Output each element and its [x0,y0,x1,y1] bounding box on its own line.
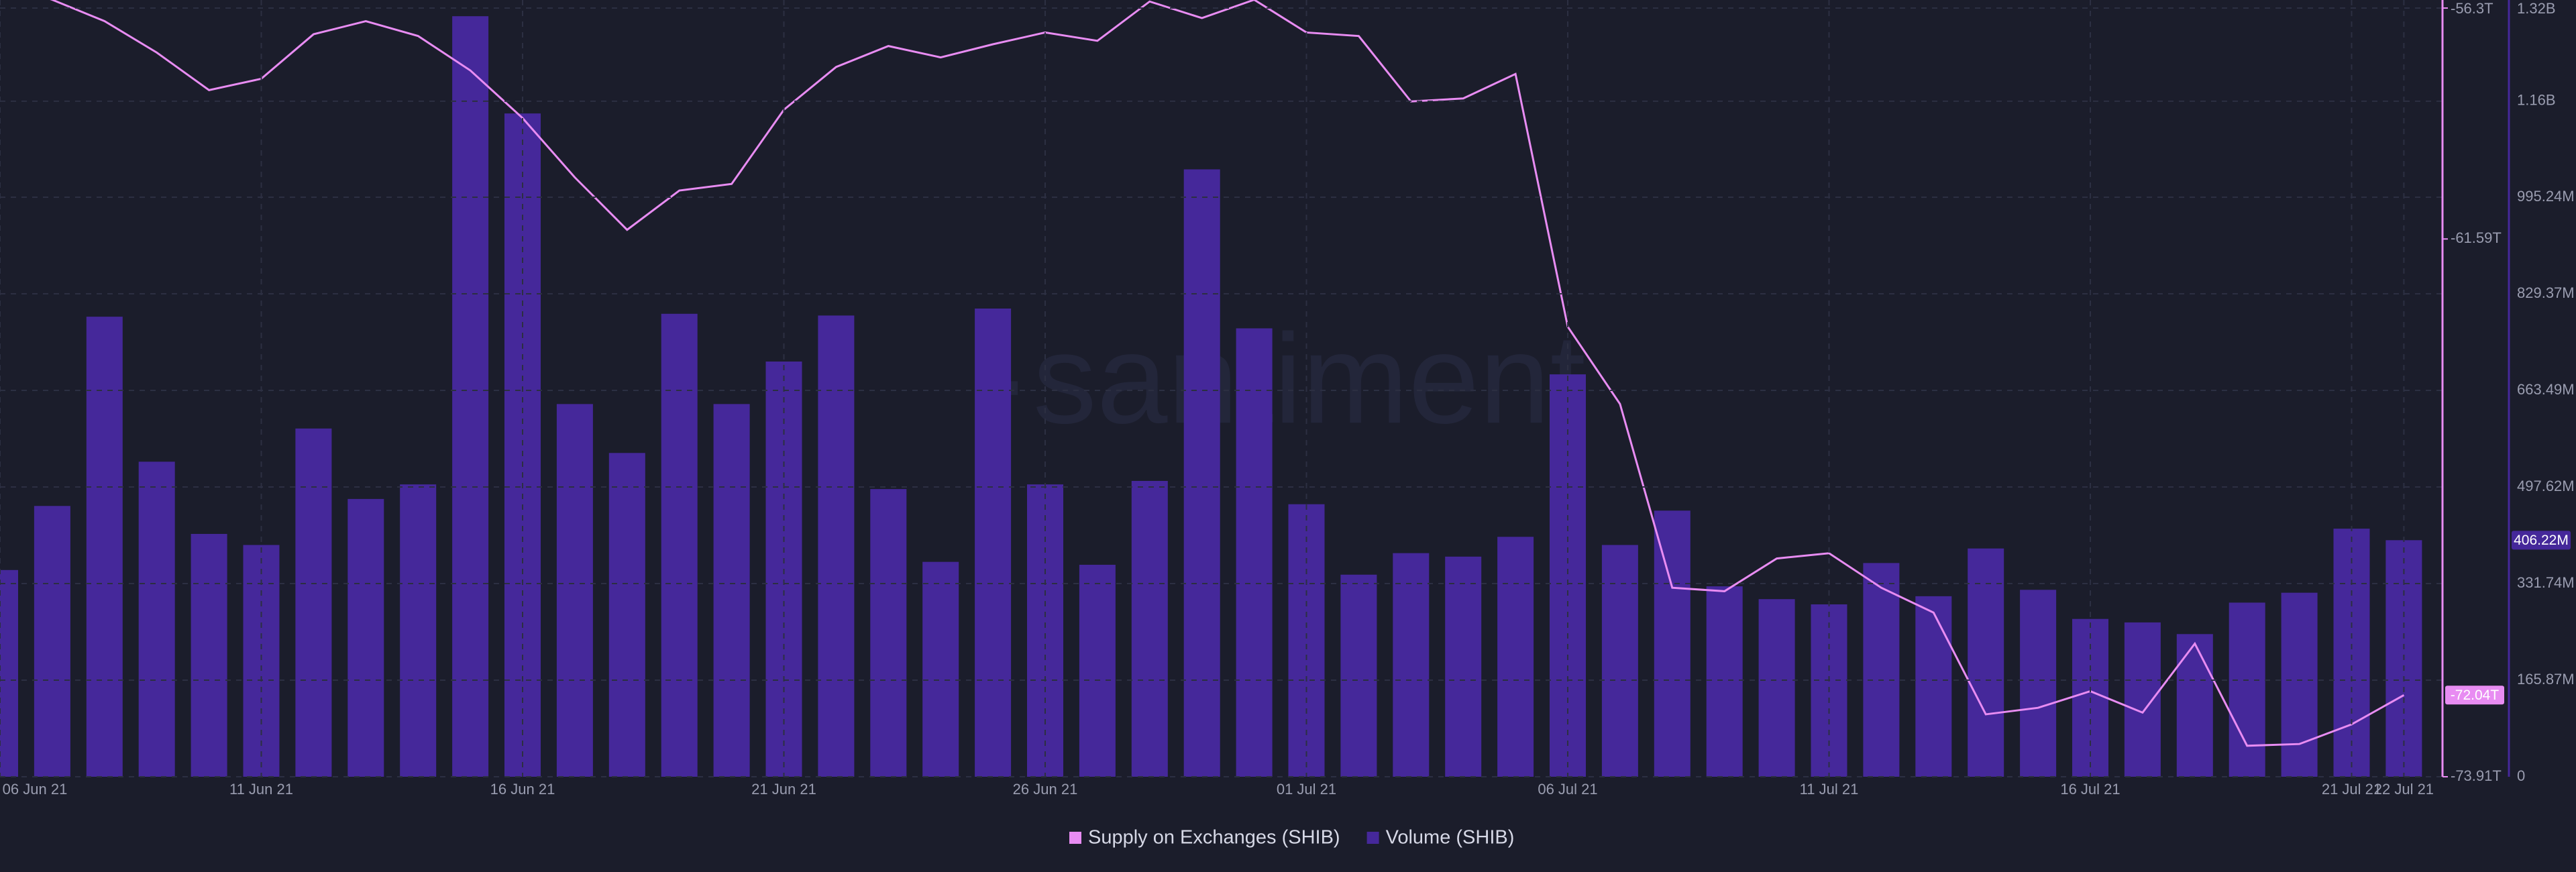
bar [713,404,750,777]
x-tick-label: 11 Jun 21 [229,781,293,798]
bar [1497,537,1534,777]
bar [2333,529,2370,777]
legend-swatch [1366,832,1379,844]
bar [818,315,855,777]
x-tick-label: 21 Jun 21 [751,781,816,798]
x-tick-label: 06 Jun 21 [3,781,68,798]
bar [400,484,437,777]
value-label: -72.04T [2451,688,2500,703]
bar [1236,328,1273,777]
value-label: 406.22M [2514,533,2569,548]
bar [2020,590,2057,777]
y2-tick-label: 497.62M [2517,478,2575,494]
bar [347,498,384,777]
y-tick-label: -73.91T [2451,767,2502,784]
bar [661,313,698,777]
watermark: ·santiment [990,308,1585,450]
bar [2281,592,2318,777]
bar [556,404,593,777]
bar [1131,480,1168,777]
y2-tick-label: 1.16B [2517,92,2556,109]
bar [1288,504,1325,777]
y-tick-label: -61.59T [2451,229,2502,246]
bar [295,428,332,777]
y2-tick-label: 995.24M [2517,188,2575,205]
bar [86,317,123,777]
bar [1863,563,1900,777]
y2-tick-label: 0 [2517,767,2525,784]
bar [2124,622,2161,777]
bar [1706,586,1743,777]
bar [1079,564,1116,777]
bar [975,308,1012,777]
y2-tick-label: 331.74M [2517,574,2575,591]
x-tick-label: 22 Jul 21 [2374,781,2434,798]
value-badge [2512,531,2571,550]
bar [191,533,227,777]
bar [1445,556,1482,777]
y2-tick-label: 829.37M [2517,284,2575,301]
bar [138,461,175,777]
x-tick-label: 16 Jun 21 [490,781,555,798]
bar [2229,602,2265,777]
bar [1393,553,1430,777]
x-tick-label: 26 Jun 21 [1013,781,1078,798]
bar [2176,634,2213,777]
value-badge [2445,686,2504,705]
bar [452,16,489,777]
bar [1183,169,1220,777]
line [50,0,2405,747]
legend-label: Volume (SHIB) [1386,827,1515,849]
bar [1915,596,1952,777]
plot-area [0,0,2422,777]
bar [1758,599,1795,777]
legend-swatch [1069,832,1081,844]
bar [1968,548,2004,777]
y-tick-label: -56.3T [2451,0,2493,17]
legend: Supply on Exchanges (SHIB) Volume (SHIB) [1069,827,1514,849]
legend-label: Supply on Exchanges (SHIB) [1088,827,1340,849]
y2-tick-label: 663.49M [2517,381,2575,398]
bar [1340,574,1377,777]
bar [1550,374,1586,777]
bar [1654,510,1690,777]
x-tick-label: 01 Jul 21 [1277,781,1336,798]
x-tick-label: 11 Jul 21 [1800,781,1859,798]
bar [870,489,907,777]
bar [34,506,70,777]
bar [0,569,18,777]
bar [1601,545,1638,777]
bar [922,561,959,777]
x-tick-label: 06 Jul 21 [1538,781,1597,798]
x-tick-label: 16 Jul 21 [2060,781,2120,798]
bar [608,453,645,777]
x-tick-label: 21 Jul 21 [2322,781,2381,798]
y2-tick-label: 165.87M [2517,671,2575,688]
bar [1027,484,1063,777]
y2-tick-label: 1.32B [2517,0,2556,17]
